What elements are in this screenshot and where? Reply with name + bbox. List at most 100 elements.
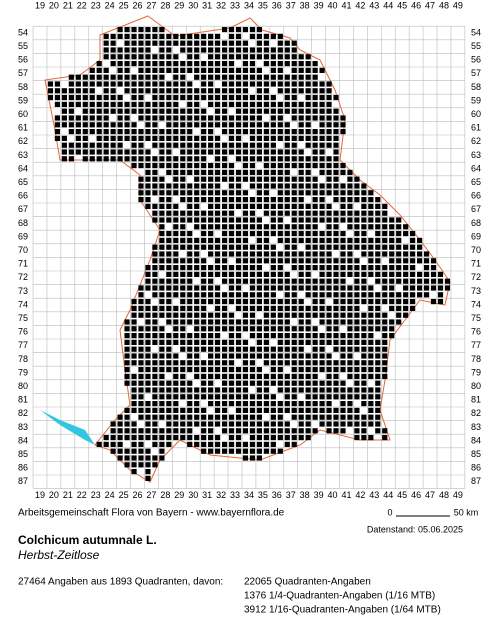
occurrence xyxy=(305,312,311,318)
occurrence xyxy=(228,40,235,46)
row-label: 60 xyxy=(18,109,28,119)
occurrence xyxy=(208,33,214,39)
occurrence xyxy=(54,129,61,135)
occurrence xyxy=(277,326,283,332)
occurrence xyxy=(242,367,249,373)
occurrence xyxy=(103,149,109,155)
occurrence xyxy=(131,380,137,386)
occurrence xyxy=(256,421,262,427)
occurrence xyxy=(333,258,339,264)
occurrence xyxy=(249,319,256,325)
occurrence xyxy=(173,33,179,39)
occurrence xyxy=(298,163,304,169)
occurrence xyxy=(124,74,130,80)
occurrence xyxy=(340,312,346,318)
occurrence xyxy=(263,244,269,250)
occurrence xyxy=(312,339,318,345)
occurrence xyxy=(242,278,249,284)
occurrence xyxy=(235,333,242,339)
occurrence xyxy=(235,176,242,182)
occurrence xyxy=(194,421,200,427)
occurrence xyxy=(298,319,304,325)
occurrence xyxy=(410,231,416,237)
column-label: 40 xyxy=(328,0,338,10)
occurrence xyxy=(82,129,88,135)
occurrence xyxy=(277,360,283,366)
occurrence xyxy=(201,67,207,73)
occurrence xyxy=(256,115,262,121)
occurrence xyxy=(333,149,339,155)
occurrence xyxy=(277,74,283,80)
occurrence xyxy=(138,176,144,182)
occurrence xyxy=(242,265,249,271)
occurrence xyxy=(215,244,221,250)
occurrence xyxy=(256,190,262,196)
occurrence xyxy=(215,346,221,352)
column-label: 47 xyxy=(425,0,435,10)
occurrence xyxy=(138,326,144,332)
occurrence xyxy=(201,40,207,46)
occurrence xyxy=(347,203,353,209)
occurrence xyxy=(291,360,297,366)
occurrence xyxy=(187,183,193,189)
occurrence xyxy=(277,428,283,434)
occurrence xyxy=(152,122,158,128)
occurrence xyxy=(124,101,130,107)
occurrence xyxy=(228,265,235,271)
occurrence xyxy=(180,278,186,284)
occurrence xyxy=(256,203,262,209)
occurrence xyxy=(347,292,353,298)
occurrence xyxy=(291,210,297,216)
occurrence xyxy=(221,61,228,67)
occurrence xyxy=(96,108,102,114)
occurrence xyxy=(291,387,297,393)
occurrence xyxy=(173,353,179,359)
occurrence xyxy=(89,122,95,128)
occurrence xyxy=(235,448,242,454)
occurrence xyxy=(312,217,318,223)
occurrence xyxy=(187,353,193,359)
occurrence xyxy=(333,135,339,141)
occurrence xyxy=(110,74,116,80)
occurrence xyxy=(354,237,360,243)
occurrence xyxy=(152,88,158,94)
occurrence xyxy=(277,88,283,94)
occurrence xyxy=(326,380,332,386)
occurrence xyxy=(382,346,388,352)
occurrence xyxy=(159,156,165,162)
occurrence xyxy=(382,312,388,318)
column-label: 37 xyxy=(286,0,296,10)
occurrence xyxy=(166,421,172,427)
occurrence xyxy=(124,61,130,67)
occurrence xyxy=(249,149,256,155)
occurrence xyxy=(180,373,186,379)
occurrence xyxy=(221,163,228,169)
occurrence xyxy=(382,360,388,366)
occurrence xyxy=(347,346,353,352)
occurrence xyxy=(298,237,304,243)
occurrence xyxy=(305,421,311,427)
occurrence xyxy=(291,47,297,53)
occurrence xyxy=(215,101,221,107)
occurrence xyxy=(235,122,242,128)
occurrence xyxy=(333,224,339,230)
occurrence xyxy=(298,407,304,413)
occurrence xyxy=(208,333,214,339)
occurrence xyxy=(131,319,137,325)
occurrence xyxy=(305,360,311,366)
occurrence xyxy=(270,224,276,230)
occurrence xyxy=(368,353,374,359)
occurrence xyxy=(249,169,256,175)
occurrence xyxy=(166,95,172,101)
occurrence xyxy=(235,285,242,291)
occurrence xyxy=(305,373,311,379)
occurrence xyxy=(284,156,290,162)
occurrence xyxy=(319,163,325,169)
occurrence xyxy=(215,61,221,67)
occurrence xyxy=(319,108,325,114)
occurrence xyxy=(138,156,144,162)
occurrence xyxy=(173,435,179,441)
occurrence xyxy=(347,305,353,311)
date: Datenstand: 05.06.2025 xyxy=(367,524,463,534)
occurrence xyxy=(312,258,318,264)
